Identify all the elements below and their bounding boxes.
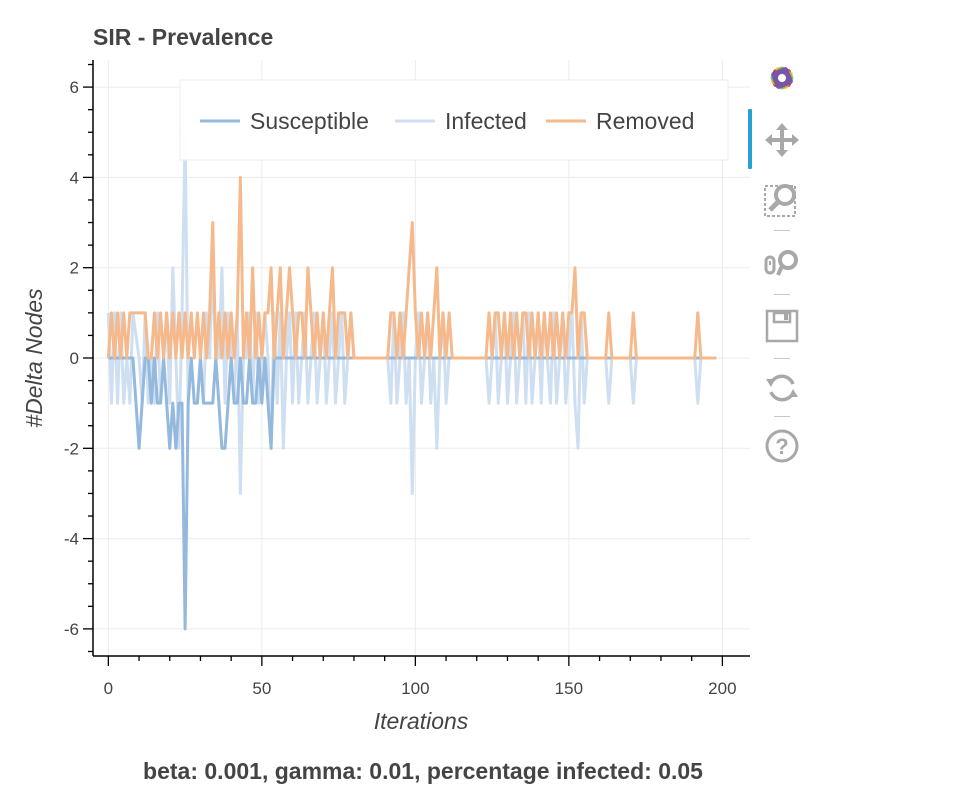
y-tick-label: -2: [64, 439, 79, 458]
axes: -6 -4 -2 0 2 4 6 0 50 100 150 200: [64, 60, 750, 698]
reset-icon[interactable]: [762, 368, 802, 408]
legend-label: Removed: [596, 108, 694, 134]
y-tick-label: 4: [70, 168, 79, 187]
x-tick-label: 50: [252, 679, 271, 698]
bokeh-logo-icon[interactable]: [762, 58, 802, 98]
help-icon[interactable]: ?: [762, 426, 802, 466]
x-tick-label: 150: [555, 679, 583, 698]
toolbar-separator: [774, 416, 790, 417]
box-zoom-icon[interactable]: [762, 180, 802, 220]
legend: Susceptible Infected Removed: [179, 79, 729, 161]
chart-toolbar: ?: [748, 56, 812, 476]
save-icon[interactable]: [762, 306, 802, 346]
legend-label: Susceptible: [250, 108, 369, 134]
x-axis-label: Iterations: [374, 708, 469, 734]
y-tick-label: -4: [64, 530, 79, 549]
toolbar-separator: [774, 358, 790, 359]
chart-caption: beta: 0.001, gamma: 0.01, percentage inf…: [143, 758, 703, 784]
series-line-removed: [106, 175, 717, 360]
y-axis-label: #Delta Nodes: [21, 288, 47, 428]
chart-title: SIR - Prevalence: [93, 24, 273, 50]
y-tick-label: 2: [70, 259, 79, 278]
series-layer: [106, 130, 717, 631]
y-tick-label: 6: [70, 78, 79, 97]
legend-box: [179, 79, 729, 161]
x-tick-label: 200: [708, 679, 736, 698]
svg-text:?: ?: [775, 434, 788, 459]
wheel-zoom-icon[interactable]: [762, 244, 802, 284]
x-tick-label: 100: [401, 679, 429, 698]
toolbar-separator: [774, 230, 790, 231]
toolbar-separator: [774, 294, 790, 295]
series-line-susceptible: [108, 356, 717, 631]
y-tick-label: 0: [70, 349, 79, 368]
plot-area[interactable]: -6 -4 -2 0 2 4 6 0 50 100 150 200 Susceptible Infect…: [64, 60, 750, 698]
y-tick-label: -6: [64, 620, 79, 639]
pan-icon[interactable]: [762, 120, 802, 160]
x-tick-label: 0: [104, 679, 113, 698]
active-tool-indicator: [748, 109, 752, 169]
legend-label: Infected: [445, 108, 527, 134]
